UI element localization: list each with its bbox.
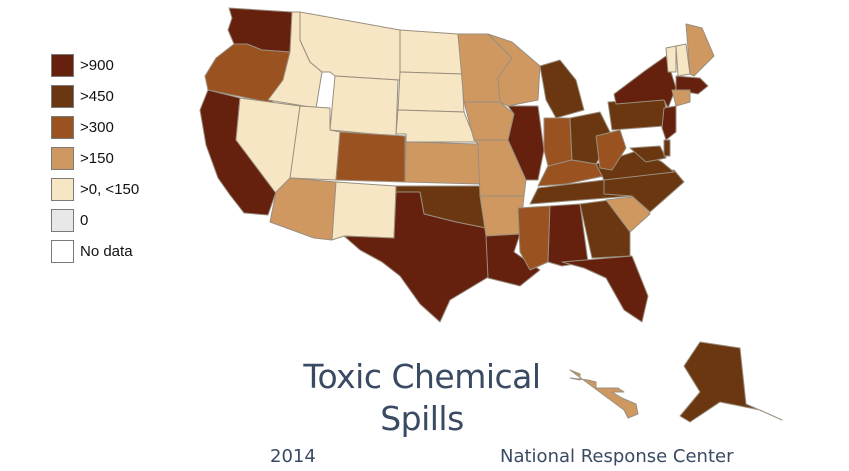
legend-swatch — [51, 116, 74, 139]
state-nc — [603, 169, 685, 213]
state-nj — [661, 105, 677, 141]
legend-item: >0, <150 — [51, 174, 139, 205]
state-me — [685, 23, 715, 77]
source-label: National Response Center — [500, 446, 734, 467]
legend-swatch — [51, 54, 74, 77]
state-tx — [343, 191, 491, 323]
state-ne — [395, 109, 477, 143]
state-vt — [665, 45, 677, 73]
legend-label: No data — [80, 243, 133, 260]
map-title: Toxic Chemical Spills — [262, 356, 582, 440]
title-line-1: Toxic Chemical — [303, 357, 541, 396]
legend-label: >900 — [80, 57, 114, 74]
legend-swatch — [51, 85, 74, 108]
state-sc — [605, 195, 651, 233]
legend-label: 0 — [80, 212, 89, 229]
legend-item: >150 — [51, 143, 139, 174]
year-label: 2014 — [270, 446, 316, 467]
state-ny — [613, 55, 677, 109]
legend-swatch — [51, 240, 74, 263]
legend-label: >150 — [80, 150, 114, 167]
title-line-2: Spills — [380, 399, 464, 438]
legend-label: >450 — [80, 88, 114, 105]
legend-item: >900 — [51, 50, 139, 81]
state-wv — [595, 129, 627, 171]
legend-item: 0 — [51, 205, 139, 236]
state-ar — [479, 195, 525, 237]
state-mi — [539, 59, 585, 119]
state-wy — [329, 75, 399, 137]
state-va — [595, 149, 675, 181]
state-ak — [679, 341, 783, 423]
legend-swatch — [51, 178, 74, 201]
state-nd — [399, 29, 463, 75]
state-il — [507, 105, 545, 181]
state-ct — [671, 89, 691, 107]
legend-item: No data — [51, 236, 139, 267]
state-fl — [561, 255, 649, 323]
state-nm — [331, 181, 397, 241]
state-in — [543, 117, 573, 167]
state-md — [629, 145, 667, 163]
legend-item: >450 — [51, 81, 139, 112]
state-de — [663, 139, 671, 157]
legend-swatch — [51, 209, 74, 232]
state-ks — [404, 141, 481, 185]
legend-swatch — [51, 147, 74, 170]
state-ms — [517, 205, 551, 271]
state-hi — [569, 369, 639, 419]
legend-label: >300 — [80, 119, 114, 136]
state-sd — [397, 71, 465, 113]
legend-label: >0, <150 — [80, 181, 140, 198]
legend-item: >300 — [51, 112, 139, 143]
legend: >900 >450 >300 >150 >0, <150 0 No data — [51, 50, 139, 267]
state-co — [335, 131, 406, 183]
